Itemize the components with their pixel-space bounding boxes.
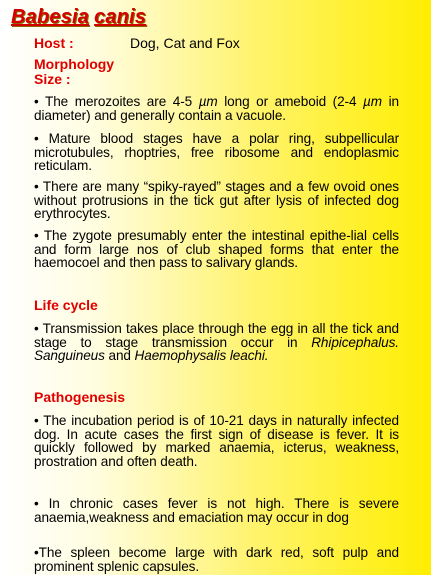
- morphology-paragraph-2: • Mature blood stages have a polar ring,…: [34, 131, 399, 174]
- text-run: in diameter) and generally contain a vac…: [34, 94, 399, 123]
- morphology-paragraph-1: • The merozoites are 4-5 µm long or ameb…: [34, 95, 399, 122]
- morphology-heading-line1: Morphology: [34, 56, 115, 72]
- title-genus: Babesia: [11, 6, 90, 28]
- text-run: • The merozoites are 4-5: [34, 94, 199, 109]
- pathogenesis-paragraph-2: • In chronic cases fever is not high. Th…: [34, 496, 399, 525]
- life-cycle-paragraph: • Transmission takes place through the e…: [34, 322, 399, 363]
- slide-title: Babesia canis: [11, 6, 151, 29]
- text-run: long or ameboid (2-4: [217, 94, 364, 109]
- morphology-paragraph-4: • The zygote presumably enter the intest…: [34, 228, 399, 271]
- morphology-heading: Morphology Size :: [34, 57, 114, 87]
- unit-micrometre: µm: [198, 94, 218, 109]
- species-name: Haemophysalis leachi.: [134, 348, 269, 364]
- unit-micrometre: µm: [363, 94, 383, 109]
- host-value: Dog, Cat and Fox: [130, 35, 240, 51]
- pathogenesis-paragraph-3: •The spleen become large with dark red, …: [34, 545, 399, 574]
- text-run: • Transmission takes place through the e…: [34, 321, 399, 350]
- pathogenesis-paragraph-1: • The incubation period is of 10-21 days…: [34, 413, 399, 469]
- text-run: and: [104, 348, 135, 364]
- host-label: Host :: [34, 35, 74, 51]
- morphology-paragraph-3: • There are many “spiky-rayed” stages an…: [34, 179, 399, 222]
- title-species: canis: [94, 6, 147, 28]
- morphology-heading-line2: Size :: [34, 71, 71, 87]
- species-name: Rhipicephalus. Sanguineus: [34, 334, 399, 364]
- pathogenesis-heading: Pathogenesis: [34, 389, 126, 405]
- life-cycle-heading: Life cycle: [34, 297, 98, 313]
